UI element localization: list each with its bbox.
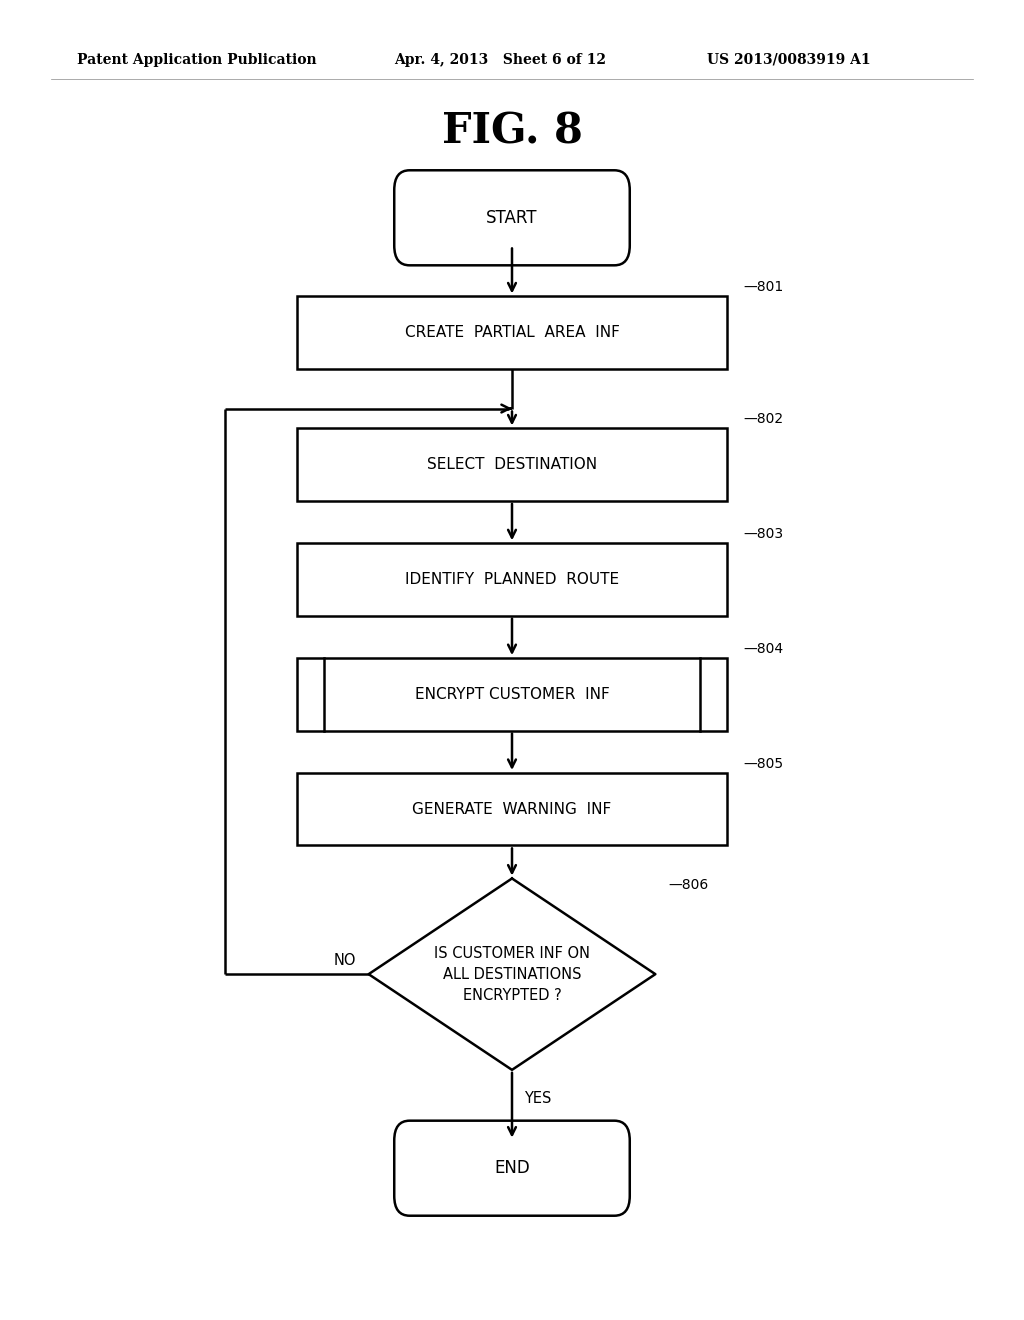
Text: —803: —803 — [743, 527, 783, 541]
Text: —801: —801 — [743, 280, 783, 294]
Text: GENERATE  WARNING  INF: GENERATE WARNING INF — [413, 801, 611, 817]
Text: —805: —805 — [743, 756, 783, 771]
Text: ENCRYPT CUSTOMER  INF: ENCRYPT CUSTOMER INF — [415, 686, 609, 702]
Text: FIG. 8: FIG. 8 — [441, 111, 583, 153]
Text: US 2013/0083919 A1: US 2013/0083919 A1 — [707, 53, 870, 67]
Text: —804: —804 — [743, 642, 783, 656]
FancyBboxPatch shape — [394, 1121, 630, 1216]
Text: IS CUSTOMER INF ON
ALL DESTINATIONS
ENCRYPTED ?: IS CUSTOMER INF ON ALL DESTINATIONS ENCR… — [434, 945, 590, 1003]
Text: Patent Application Publication: Patent Application Publication — [77, 53, 316, 67]
Text: START: START — [486, 209, 538, 227]
Text: IDENTIFY  PLANNED  ROUTE: IDENTIFY PLANNED ROUTE — [404, 572, 620, 587]
Bar — [297, 774, 727, 846]
Text: Apr. 4, 2013   Sheet 6 of 12: Apr. 4, 2013 Sheet 6 of 12 — [394, 53, 606, 67]
Text: —802: —802 — [743, 412, 783, 426]
Text: —806: —806 — [669, 878, 709, 892]
Text: END: END — [495, 1159, 529, 1177]
Bar — [297, 296, 727, 368]
Bar — [297, 428, 727, 500]
Text: CREATE  PARTIAL  AREA  INF: CREATE PARTIAL AREA INF — [404, 325, 620, 341]
Bar — [297, 543, 727, 615]
Text: NO: NO — [334, 953, 356, 969]
Bar — [297, 659, 727, 731]
Text: SELECT  DESTINATION: SELECT DESTINATION — [427, 457, 597, 473]
FancyBboxPatch shape — [394, 170, 630, 265]
Text: YES: YES — [524, 1092, 552, 1106]
